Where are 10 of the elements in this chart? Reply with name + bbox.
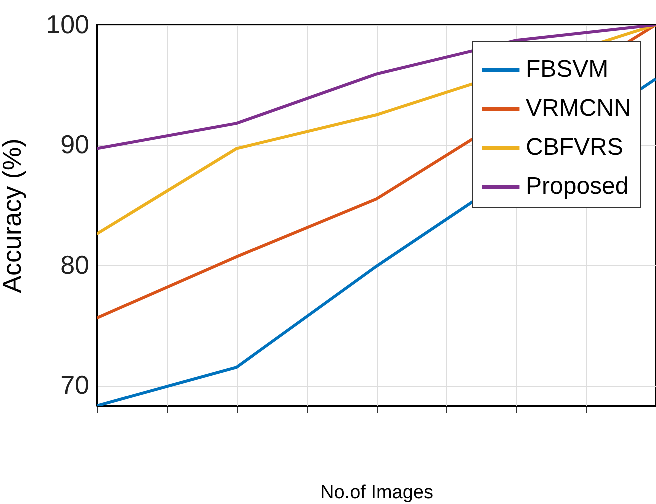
- y-tick-label: 70: [60, 370, 90, 400]
- legend-label: VRMCNN: [526, 95, 632, 122]
- x-axis-title: No.of Images: [320, 482, 434, 504]
- legend-label: CBFVRS: [526, 134, 624, 161]
- y-tick-label: 80: [60, 250, 90, 280]
- legend-label: Proposed: [526, 173, 629, 200]
- y-tick-label: 90: [60, 130, 90, 160]
- y-tick-label: 100: [46, 10, 90, 40]
- y-axis-title: Accuracy (%): [0, 138, 28, 294]
- legend-label: FBSVM: [526, 56, 609, 83]
